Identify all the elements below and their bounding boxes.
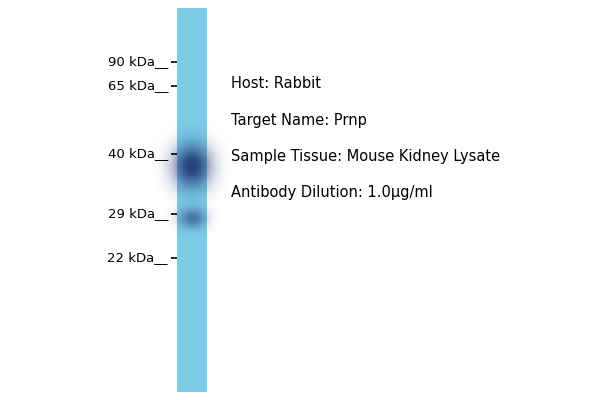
Text: 22 kDa__: 22 kDa__ <box>107 252 168 264</box>
Text: 65 kDa__: 65 kDa__ <box>107 80 168 92</box>
Text: Antibody Dilution: 1.0μg/ml: Antibody Dilution: 1.0μg/ml <box>231 184 433 200</box>
Bar <box>177 8 207 392</box>
Text: 29 kDa__: 29 kDa__ <box>107 208 168 220</box>
Text: Sample Tissue: Mouse Kidney Lysate: Sample Tissue: Mouse Kidney Lysate <box>231 148 500 164</box>
Text: Target Name: Prnp: Target Name: Prnp <box>231 112 367 128</box>
Text: Host: Rabbit: Host: Rabbit <box>231 76 321 92</box>
Text: 90 kDa__: 90 kDa__ <box>108 56 168 68</box>
Text: 40 kDa__: 40 kDa__ <box>108 148 168 160</box>
